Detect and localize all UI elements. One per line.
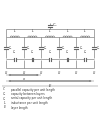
Text: $C_0$: $C_0$ [52,22,58,29]
Text: C: C [3,87,5,91]
Text: $C_B$: $C_B$ [61,44,66,52]
Text: $G$: $G$ [4,69,8,76]
Text: $C_s$: $C_s$ [12,49,17,56]
Text: $C_B$: $C_B$ [96,44,100,52]
Text: $G$: $G$ [92,69,96,76]
Text: serial capacity per unit length: serial capacity per unit length [11,97,52,101]
Text: $C_s$: $C_s$ [83,49,88,56]
Text: $x$: $x$ [22,76,26,82]
Text: parallel capacity per unit length: parallel capacity per unit length [11,87,55,91]
Text: $L$: $L$ [31,27,34,34]
Text: $C_s$: $C_s$ [48,49,52,56]
Text: inductance per unit length: inductance per unit length [11,101,48,105]
Text: $C_B$: $C_B$ [79,44,84,52]
Text: $G$: $G$ [39,69,43,76]
Text: $L$: $L$ [48,27,52,34]
Text: L: L [3,101,5,105]
Text: $C_s$: $C_s$ [65,49,70,56]
Text: Cₛ: Cₛ [3,97,6,101]
Text: E: E [3,106,5,110]
Text: $G$: $G$ [74,69,78,76]
Text: layer length: layer length [11,106,28,110]
Text: $G$: $G$ [57,69,61,76]
Text: $C_B$: $C_B$ [26,44,31,52]
Text: $L$: $L$ [13,27,17,34]
Text: C₂: C₂ [3,92,6,96]
Text: $C_s$: $C_s$ [30,49,35,56]
Text: $L$: $L$ [83,27,87,34]
Text: $C_B$: $C_B$ [8,44,13,52]
Text: $C_B$: $C_B$ [43,44,48,52]
Text: $G$: $G$ [22,69,26,76]
Text: capacity between layers: capacity between layers [11,92,45,96]
Text: $L$: $L$ [66,27,69,34]
Text: $E$: $E$ [48,82,52,89]
